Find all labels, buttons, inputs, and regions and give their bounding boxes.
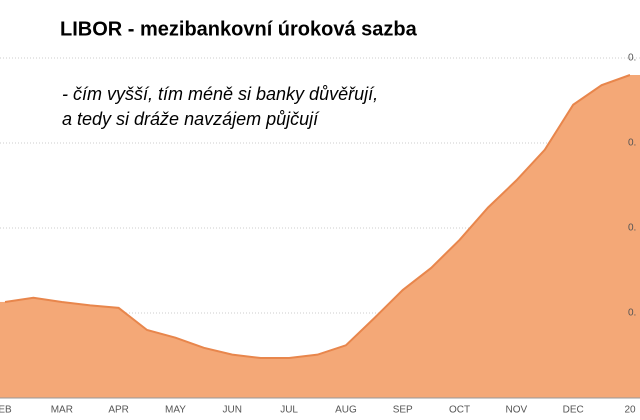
x-tick-label: MAR [51, 405, 73, 416]
x-tick-label: AUG [335, 405, 357, 416]
y-tick-label: 0. [628, 223, 636, 234]
plot [0, 57, 640, 399]
x-tick-label: JUL [280, 405, 298, 416]
x-tick-label: SEP [393, 405, 413, 416]
line [4, 74, 631, 360]
area-edge [630, 75, 640, 398]
chart-title: LIBOR - mezibankovní úroková sazba [60, 18, 418, 40]
x-tick-label: EB [0, 405, 12, 416]
x-tick-label: NOV [506, 405, 528, 416]
x-tick-label: OCT [449, 405, 470, 416]
y-tick-label: 0. [628, 53, 636, 64]
x-tick-label: APR [108, 405, 129, 416]
x-tick-label: JUN [223, 405, 242, 416]
area [5, 75, 630, 398]
annotation: a tedy si dráže navzájem půjčují [62, 109, 320, 129]
x-tick-label: DEC [563, 405, 584, 416]
x-tick-label: MAY [165, 405, 186, 416]
annotation: - čím vyšší, tím méně si banky důvěřují, [62, 84, 378, 104]
x-tick-label: 20 [624, 405, 636, 416]
y-tick-label: 0. [628, 308, 636, 319]
y-tick-label: 0. [628, 138, 636, 149]
area-edge [0, 301, 5, 398]
